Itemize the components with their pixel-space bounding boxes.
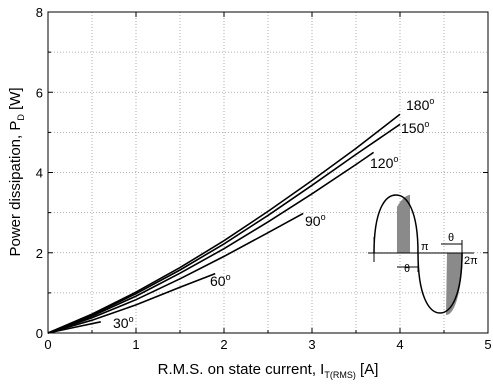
x-tick-label: 2 — [220, 337, 227, 352]
curve-label-60: 60o — [210, 272, 231, 289]
series-line-90 — [47, 212, 304, 334]
y-axis-label: Power dissipation, PD [W] — [7, 87, 26, 256]
x-tick-label: 0 — [44, 337, 51, 352]
curve-label-150: 150o — [401, 119, 429, 136]
y-tick-label: 4 — [36, 166, 43, 181]
ticks: 0 1 2 3 4 5 0 2 4 6 8 — [36, 5, 492, 352]
x-tick-label: 1 — [132, 337, 139, 352]
x-tick-label: 5 — [484, 337, 491, 352]
grid — [48, 12, 488, 333]
inset-theta-bottom: θ — [404, 263, 410, 275]
y-tick-label: 8 — [36, 5, 43, 20]
series-line-30 — [47, 321, 101, 334]
x-axis-label: R.M.S. on state current, IT(RMS) [A] — [158, 361, 379, 380]
curve-label-180: 180o — [406, 96, 434, 113]
inset-shaded-positive — [397, 195, 410, 253]
series-line-180 — [47, 113, 401, 334]
curve-label-120: 120o — [370, 154, 398, 171]
series-line-120 — [47, 151, 375, 334]
curve-label-30: 30o — [113, 314, 134, 331]
inset-twopi-label: 2π — [464, 255, 478, 267]
curve-labels: 180o 150o 120o 90o 60o 30o — [113, 96, 434, 331]
y-tick-label: 6 — [36, 85, 43, 100]
curve-label-90: 90o — [305, 212, 326, 229]
waveform-inset: θ θ π 2π — [368, 194, 478, 315]
y-tick-label: 0 — [36, 326, 43, 341]
series-line-60 — [47, 272, 216, 334]
inset-theta-top: θ — [448, 232, 454, 244]
y-tick-label: 2 — [36, 246, 43, 261]
inset-shaded-negative — [446, 253, 463, 315]
inset-pi-label: π — [421, 241, 429, 253]
x-tick-label: 4 — [396, 337, 403, 352]
x-tick-label: 3 — [308, 337, 315, 352]
series-line-150 — [47, 123, 401, 334]
series — [47, 113, 401, 334]
